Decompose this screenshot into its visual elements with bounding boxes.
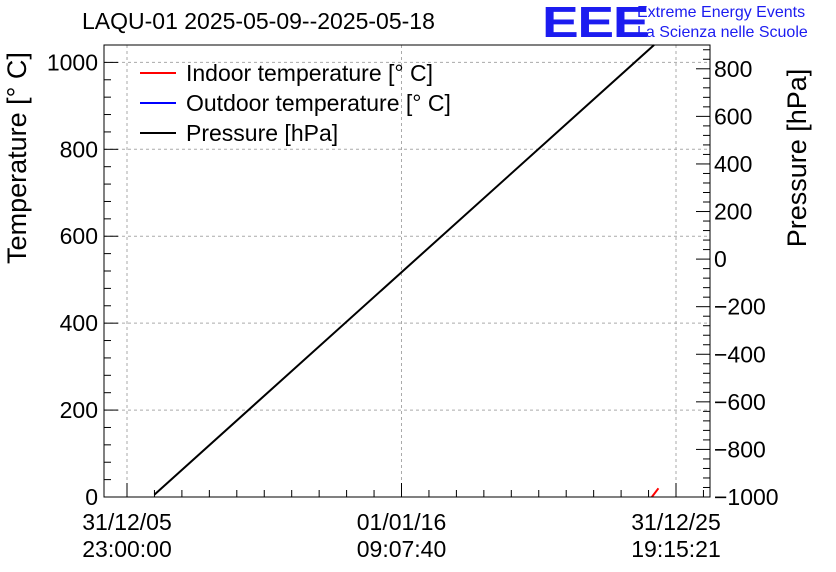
legend-label-pressure: Pressure [hPa]: [186, 119, 339, 146]
y2-axis-label: Pressure [hPa]: [782, 69, 812, 248]
legend-item-pressure: Pressure [hPa]: [140, 118, 451, 148]
y-axis-label: Temperature [° C]: [2, 52, 32, 264]
x-tick-label: 23:00:00: [82, 536, 172, 562]
y-tick-label: 400: [60, 310, 98, 336]
y2-tick-label: −1000: [714, 484, 779, 510]
y-tick-label: 0: [85, 484, 98, 510]
y2-tick-label: 800: [714, 56, 752, 82]
y2-tick-label: −600: [714, 389, 766, 415]
x-tick-label: 01/01/16: [357, 509, 447, 535]
y2-tick-label: −800: [714, 436, 766, 462]
y2-tick-label: 0: [714, 246, 727, 272]
legend-swatch-pressure: [140, 132, 176, 134]
y-tick-label: 600: [60, 223, 98, 249]
axes-group: 0 200 400 600 800 1000 −1000 −800 −600 −400 −200 0 2…: [47, 44, 779, 562]
legend-label-indoor: Indoor temperature [° C]: [186, 59, 433, 86]
y2-tick-label: −400: [714, 341, 766, 367]
y-tick-label: 200: [60, 397, 98, 423]
x-tick-label: 31/12/25: [631, 509, 721, 535]
y2-tick-label: 400: [714, 151, 752, 177]
eee-logo: EEE: [542, 0, 650, 47]
grid-lines: [104, 45, 710, 497]
legend-swatch-outdoor: [140, 102, 176, 104]
y2-tick-label: 200: [714, 199, 752, 225]
legend-label-outdoor: Outdoor temperature [° C]: [186, 89, 451, 116]
y2-tick-label: −200: [714, 294, 766, 320]
legend-item-outdoor: Outdoor temperature [° C]: [140, 88, 451, 118]
series-line-0: [651, 487, 660, 498]
logo-text-line1: Extreme Energy Events: [637, 4, 806, 21]
x-tick-label: 09:07:40: [357, 536, 447, 562]
y2-tick-label: 600: [714, 103, 752, 129]
legend: Indoor temperature [° C] Outdoor tempera…: [140, 58, 451, 148]
series-line-2: [153, 44, 655, 496]
x-tick-label: 19:15:21: [631, 536, 721, 562]
y-tick-label: 1000: [47, 49, 98, 75]
x-tick-label: 31/12/05: [82, 509, 172, 535]
legend-swatch-indoor: [140, 72, 176, 74]
chart-title: LAQU-01 2025-05-09--2025-05-18: [82, 8, 435, 34]
legend-item-indoor: Indoor temperature [° C]: [140, 58, 451, 88]
y-tick-label: 800: [60, 136, 98, 162]
series-group: [153, 44, 660, 498]
logo-text-line2: La Scienza nelle Scuole: [637, 24, 808, 41]
